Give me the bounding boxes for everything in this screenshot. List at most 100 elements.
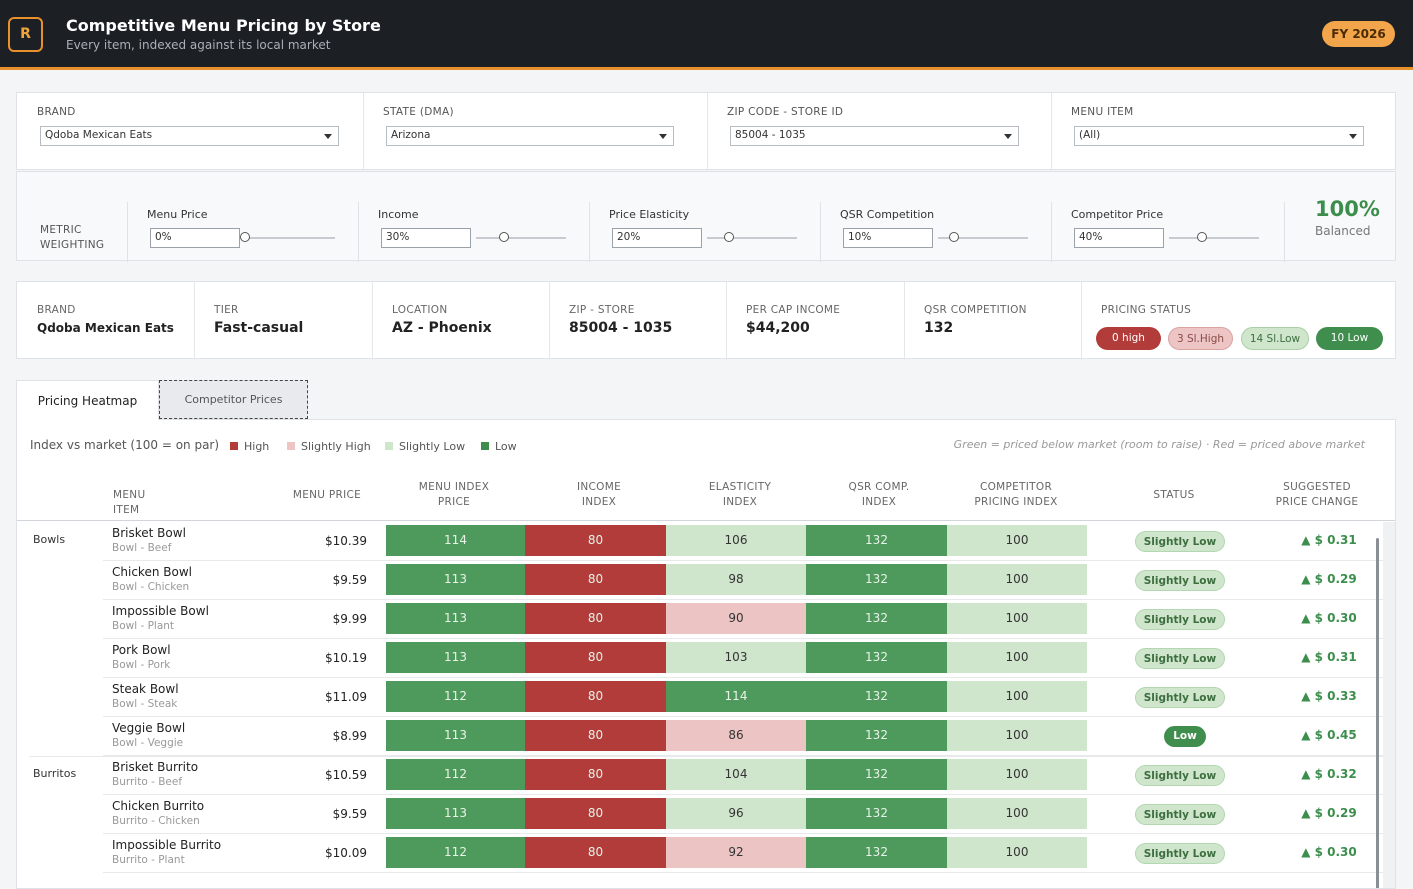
suggested-change: ▲ $ 0.31 [1301, 533, 1357, 547]
legend-swatch [287, 442, 295, 450]
index-cell: 96 [666, 798, 806, 829]
table-row[interactable]: Veggie Bowl Bowl - Veggie $8.99 113 80 86 132 1… [103, 717, 1383, 756]
index-cell: 112 [386, 759, 525, 790]
chevron-down-icon [1004, 134, 1012, 139]
column-header[interactable]: SUGGESTED PRICE CHANGE [1275, 481, 1359, 508]
scrollbar-thumb[interactable] [1376, 538, 1379, 888]
chevron-down-icon [659, 134, 667, 139]
tab-competitor-prices[interactable]: Competitor Prices [159, 380, 308, 419]
slider-knob[interactable] [724, 232, 734, 242]
slider-track[interactable] [476, 237, 566, 239]
menu-price: $10.39 [325, 534, 367, 548]
info-location: LOCATION AZ - Phoenix [372, 282, 549, 360]
index-cell: 90 [666, 603, 806, 634]
info-label: LOCATION [392, 304, 448, 316]
slider-track[interactable] [1169, 237, 1259, 239]
status-pill[interactable]: 10 Low [1316, 327, 1383, 350]
item-name: Steak Bowl [112, 682, 179, 696]
status-pill[interactable]: 3 Sl.High [1168, 327, 1233, 350]
item-subcategory: Bowl - Chicken [112, 581, 190, 593]
table-row[interactable]: Brisket Bowl Bowl - Beef $10.39 114 80 106 132… [103, 522, 1383, 561]
slider-knob[interactable] [949, 232, 959, 242]
info-value: Qdoba Mexican Eats [37, 321, 174, 335]
index-cell: 106 [666, 525, 806, 556]
table-row[interactable]: Chicken Burrito Burrito - Chicken $9.59 113… [103, 795, 1383, 834]
category-divider [29, 756, 1395, 757]
page-subtitle: Every item, indexed against its local ma… [66, 38, 331, 52]
slider-knob[interactable] [1197, 232, 1207, 242]
index-cell: 132 [806, 720, 947, 751]
item-subcategory: Bowl - Plant [112, 620, 175, 632]
status-pill[interactable]: 0 high [1096, 327, 1161, 350]
suggested-change: ▲ $ 0.29 [1301, 572, 1357, 586]
status-badge: Slightly Low [1135, 531, 1225, 552]
column-header[interactable]: MENU PRICE [292, 489, 362, 501]
index-cell: 100 [947, 603, 1087, 634]
column-header[interactable]: ELASTICITY INDEX [708, 481, 772, 508]
info-label: QSR COMPETITION [924, 304, 1027, 316]
slider-track[interactable] [707, 237, 797, 239]
weighting-total-label: Balanced [1315, 224, 1371, 238]
info-value: AZ - Phoenix [392, 320, 492, 336]
table-row[interactable]: Impossible Burrito Burrito - Plant $10.09 1… [103, 834, 1383, 873]
slider-knob[interactable] [240, 232, 250, 242]
column-header[interactable]: INCOME INDEX [576, 481, 622, 508]
legend-low: Low [481, 440, 517, 453]
metric-weighting-label: METRIC WEIGHTING [40, 224, 105, 251]
slider-knob[interactable] [499, 232, 509, 242]
column-header[interactable]: STATUS [1153, 489, 1195, 501]
metric-weighting-panel: METRIC WEIGHTING 100% Balanced Menu Price… [16, 171, 1396, 262]
info-tier: TIER Fast-casual [194, 282, 371, 360]
divider [589, 202, 590, 262]
weight-input[interactable]: 40% [1074, 228, 1164, 248]
weight-label: Price Elasticity [609, 208, 690, 221]
slider-track[interactable] [938, 237, 1028, 239]
index-cell: 132 [806, 681, 947, 712]
divider [358, 202, 359, 262]
index-cell: 132 [806, 759, 947, 790]
scrollbar-track[interactable] [1383, 522, 1395, 888]
column-header[interactable]: MENU ITEM [113, 489, 146, 516]
weight-input[interactable]: 30% [381, 228, 471, 248]
filter-label: ZIP CODE - STORE ID [727, 106, 844, 118]
table-row[interactable]: Pork Bowl Bowl - Pork $10.19 113 80 103 132 100… [103, 639, 1383, 678]
index-cell: 113 [386, 720, 525, 751]
weight-label: Income [378, 208, 419, 221]
weight-input[interactable]: 10% [843, 228, 933, 248]
slider-track[interactable] [245, 237, 335, 239]
column-header[interactable]: COMPETITOR PRICING INDEX [974, 481, 1058, 508]
menu-price: $10.19 [325, 651, 367, 665]
index-cell: 92 [666, 837, 806, 868]
weight-input[interactable]: 20% [612, 228, 702, 248]
column-header[interactable]: QSR COMP. INDEX [848, 481, 910, 508]
fiscal-year-badge[interactable]: FY 2026 [1322, 21, 1395, 47]
table-row[interactable]: Steak Bowl Bowl - Steak $11.09 112 80 114 132 1… [103, 678, 1383, 717]
index-cell: 80 [525, 837, 666, 868]
index-cell: 104 [666, 759, 806, 790]
index-cell: 112 [386, 681, 525, 712]
table-row[interactable]: Chicken Bowl Bowl - Chicken $9.59 113 80 98 13… [103, 561, 1383, 600]
info-value: $44,200 [746, 320, 810, 336]
suggested-change: ▲ $ 0.30 [1301, 845, 1357, 859]
info-brand: BRAND Qdoba Mexican Eats [17, 282, 194, 360]
status-badge: Slightly Low [1135, 843, 1225, 864]
category-label: Bowls [33, 533, 66, 546]
divider [1081, 282, 1082, 360]
weight-price-elasticity: Price Elasticity 20% [589, 172, 819, 262]
weight-input[interactable]: 0% [150, 228, 240, 248]
filter-dropdown[interactable]: Qdoba Mexican Eats [40, 126, 339, 146]
table-row[interactable]: Brisket Burrito Burrito - Beef $10.59 112 80… [103, 756, 1383, 795]
index-cell: 100 [947, 681, 1087, 712]
tab-pricing-heatmap[interactable]: Pricing Heatmap [16, 380, 159, 420]
index-cell: 80 [525, 525, 666, 556]
item-name: Impossible Burrito [112, 838, 222, 852]
index-cell: 100 [947, 525, 1087, 556]
filter-dropdown[interactable]: (All) [1074, 126, 1364, 146]
column-header[interactable]: MENU INDEX PRICE [418, 481, 490, 508]
filter-dropdown[interactable]: 85004 - 1035 [730, 126, 1019, 146]
table-row[interactable]: Impossible Bowl Bowl - Plant $9.99 113 80 90 1… [103, 600, 1383, 639]
status-pill[interactable]: 14 Sl.Low [1241, 327, 1309, 350]
legend-swatch [230, 442, 238, 450]
filter-dropdown[interactable]: Arizona [386, 126, 674, 146]
menu-price: $10.09 [325, 846, 367, 860]
